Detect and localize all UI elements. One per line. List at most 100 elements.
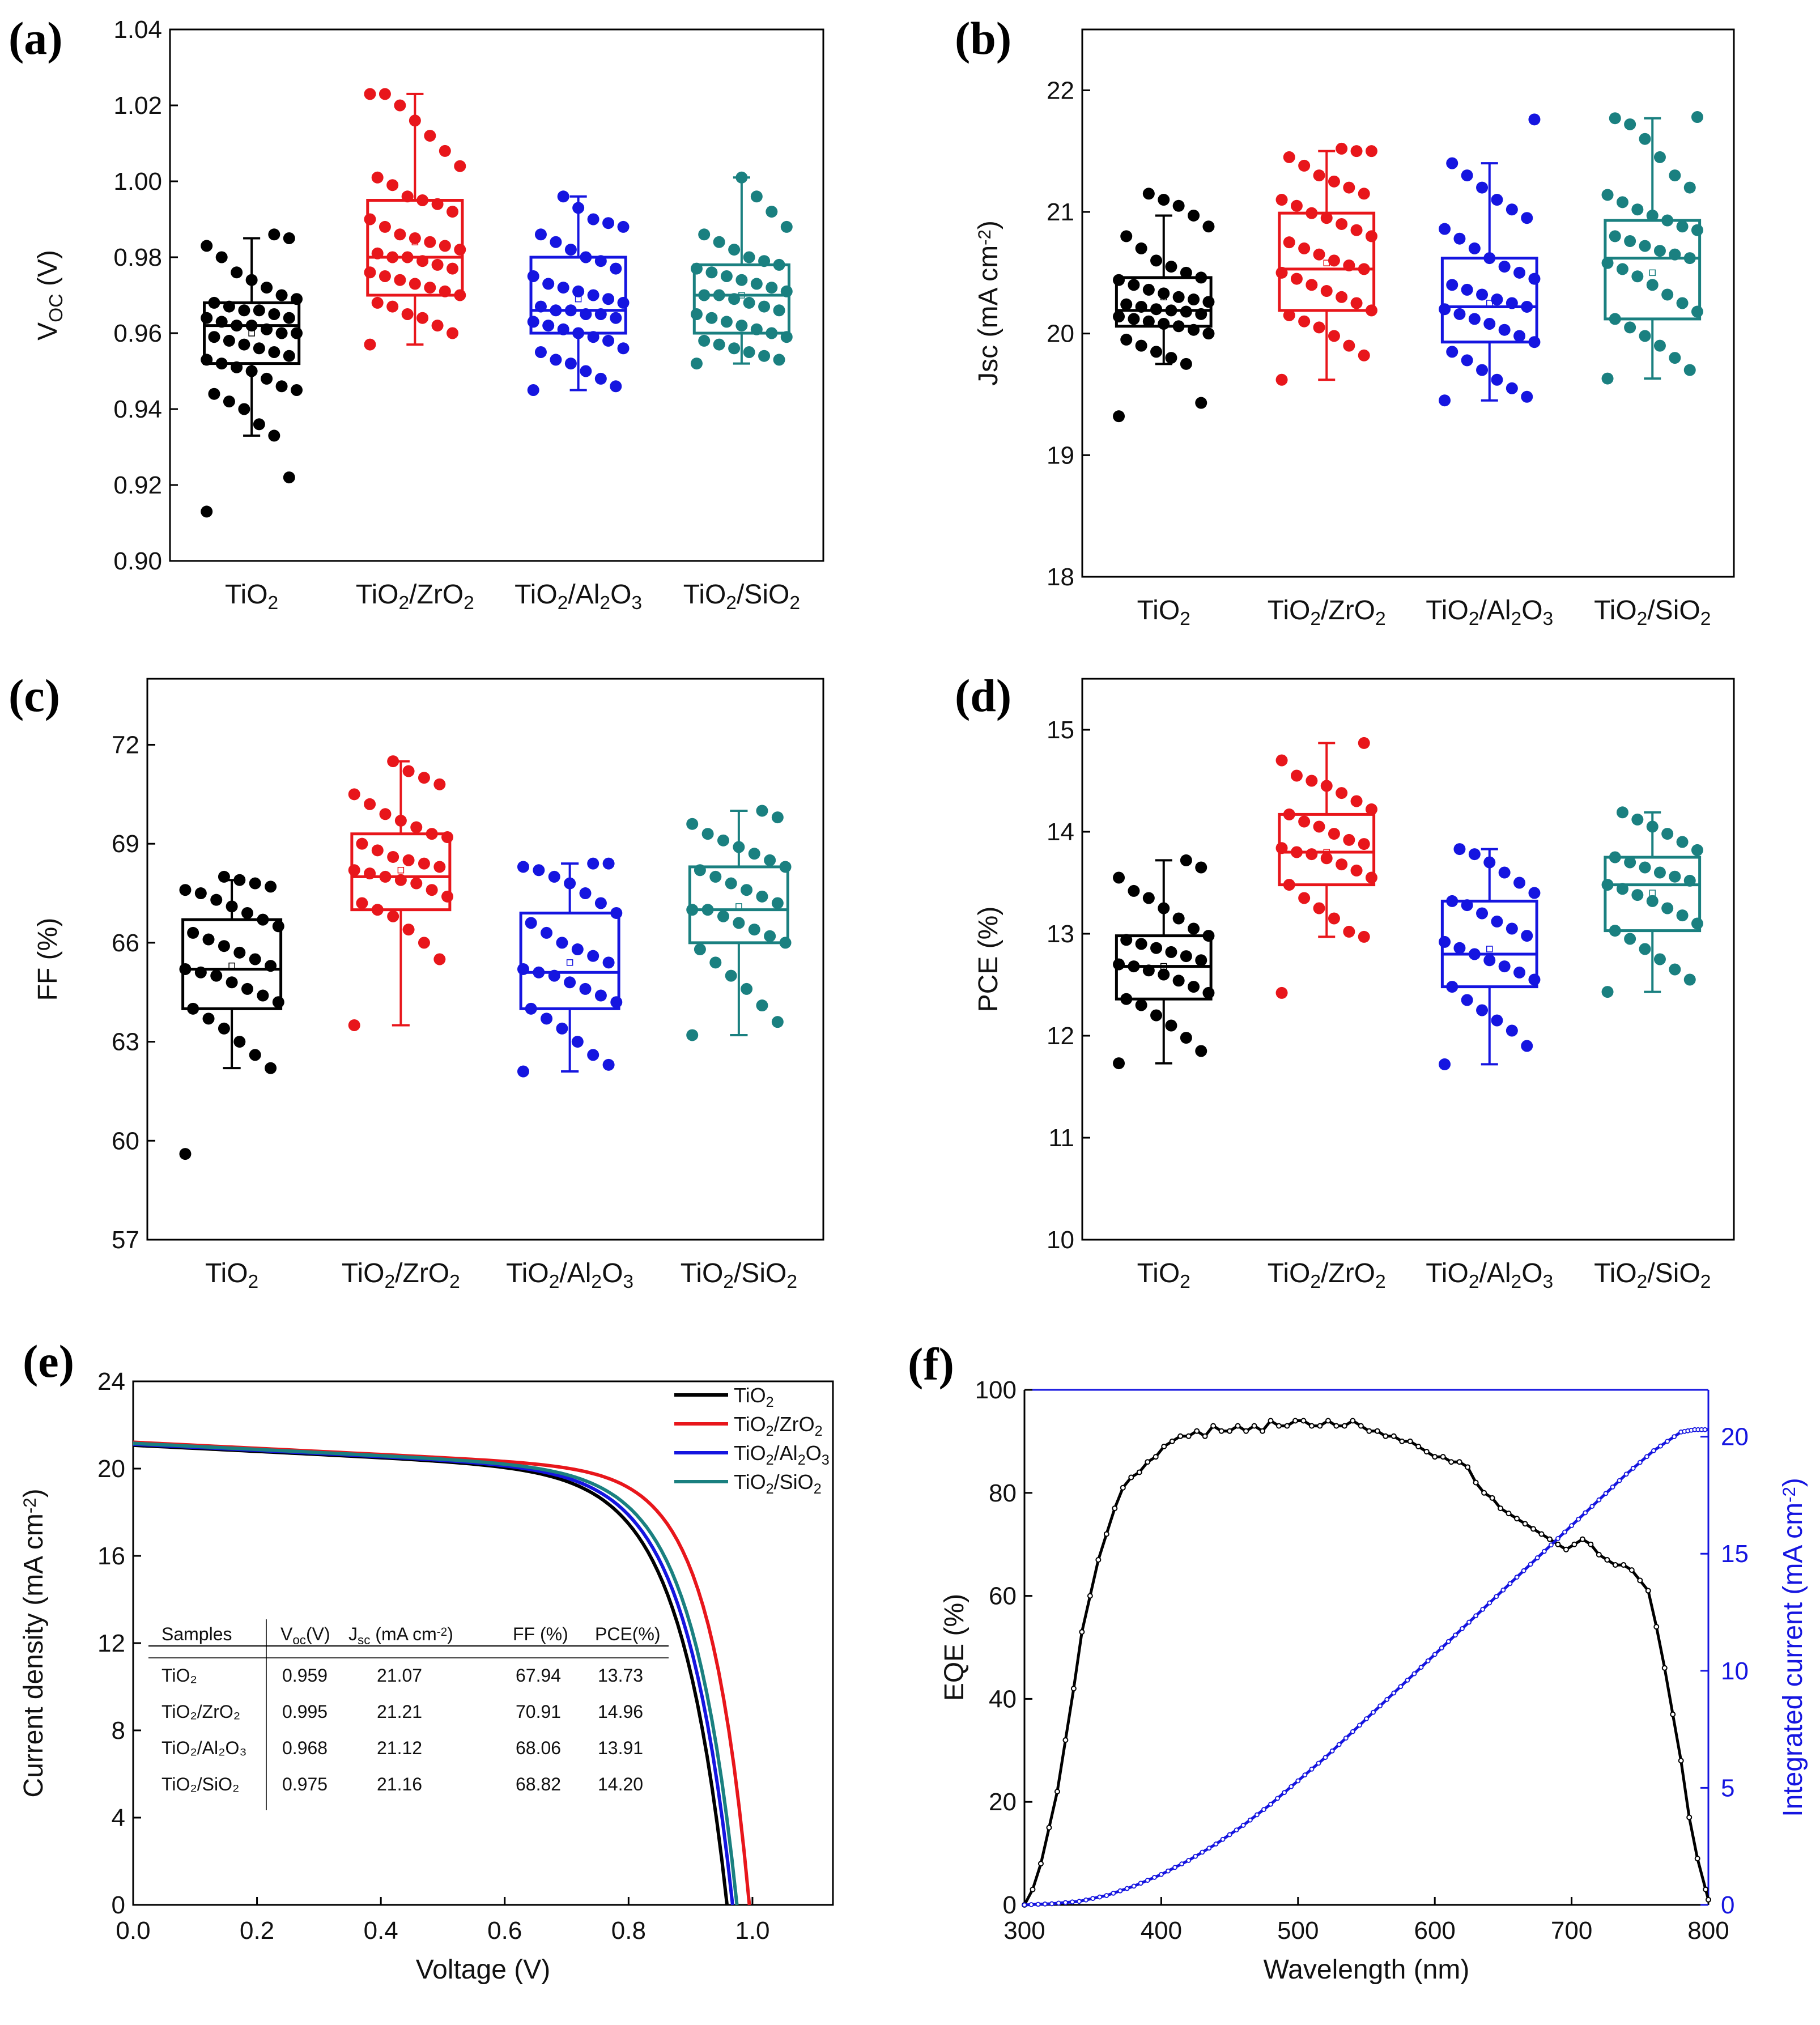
data-point bbox=[1669, 169, 1681, 182]
data-point bbox=[1298, 815, 1311, 828]
x-axis-label: Wavelength (nm) bbox=[1264, 1955, 1470, 1985]
data-point bbox=[594, 255, 607, 267]
data-point bbox=[1683, 252, 1696, 265]
panel-label: (a) bbox=[8, 12, 63, 64]
label-subscript: 3 bbox=[822, 1452, 830, 1468]
eqe-point bbox=[1161, 1443, 1167, 1449]
data-point bbox=[1275, 194, 1288, 206]
data-point bbox=[364, 798, 376, 810]
data-point bbox=[1320, 285, 1333, 297]
data-point bbox=[201, 354, 213, 366]
integrated-current-point bbox=[1555, 1535, 1560, 1541]
y-tick-label: 0 bbox=[1003, 1891, 1017, 1919]
y-tick-label: 0.90 bbox=[113, 547, 162, 575]
data-point bbox=[1350, 224, 1363, 236]
data-point bbox=[1275, 754, 1288, 767]
data-point bbox=[594, 989, 607, 1002]
data-point bbox=[249, 877, 261, 890]
data-point bbox=[557, 190, 569, 203]
data-point bbox=[1601, 189, 1614, 201]
data-point bbox=[610, 996, 623, 1009]
integrated-current-point bbox=[1534, 1555, 1540, 1560]
table-cell: 21.21 bbox=[377, 1701, 422, 1722]
eqe-point bbox=[1046, 1824, 1052, 1831]
data-point bbox=[454, 160, 466, 172]
category-label: TiO2 bbox=[205, 1258, 258, 1292]
integrated-current-point bbox=[1090, 1896, 1096, 1901]
table-cell: TiO₂ bbox=[161, 1665, 197, 1686]
box-mean bbox=[566, 959, 573, 966]
data-point bbox=[1365, 230, 1377, 243]
integrated-current-point bbox=[1384, 1697, 1390, 1702]
data-point bbox=[580, 251, 592, 263]
data-point bbox=[556, 1022, 568, 1035]
category-label: TiO2/Al2O3 bbox=[506, 1258, 633, 1292]
data-point bbox=[1172, 320, 1185, 333]
data-point bbox=[1491, 915, 1503, 928]
eqe-point bbox=[1415, 1443, 1422, 1449]
data-point bbox=[587, 213, 599, 226]
integrated-current-point bbox=[1254, 1812, 1260, 1818]
eqe-point bbox=[1350, 1418, 1356, 1424]
data-point bbox=[571, 943, 584, 956]
label-subscript: 2 bbox=[798, 1452, 806, 1468]
data-point bbox=[1113, 1057, 1125, 1070]
data-point bbox=[418, 772, 430, 784]
data-point bbox=[564, 304, 577, 317]
y-tick-label: 63 bbox=[112, 1028, 139, 1056]
box-mean bbox=[738, 292, 745, 299]
y-tick-label: 13 bbox=[1047, 920, 1074, 948]
data-point bbox=[1609, 851, 1621, 863]
y-tick-label: 1.02 bbox=[113, 92, 162, 120]
data-point bbox=[1609, 313, 1621, 325]
eqe-point bbox=[1653, 1624, 1660, 1630]
label-text: TiO bbox=[356, 580, 399, 610]
data-point bbox=[1521, 930, 1533, 942]
data-point bbox=[1358, 188, 1370, 200]
panel-label: (b) bbox=[955, 12, 1011, 64]
eqe-point bbox=[1481, 1490, 1487, 1496]
data-point bbox=[233, 946, 246, 959]
data-point bbox=[517, 861, 529, 873]
data-point bbox=[433, 953, 446, 965]
data-point bbox=[1172, 199, 1185, 212]
category-label: TiO2 bbox=[1137, 1258, 1190, 1292]
label-subscript: 2 bbox=[766, 1394, 774, 1410]
data-point bbox=[364, 266, 376, 279]
data-point bbox=[291, 327, 303, 339]
data-point bbox=[1446, 895, 1458, 907]
label-subscript: 2 bbox=[1375, 1271, 1386, 1292]
label-subscript: 2 bbox=[1469, 1271, 1479, 1292]
data-point bbox=[1135, 999, 1147, 1011]
data-point bbox=[709, 956, 722, 969]
eqe-point bbox=[1423, 1449, 1430, 1455]
integrated-current-point bbox=[1610, 1484, 1615, 1490]
y-axis-label: EQE (%) bbox=[939, 1594, 969, 1701]
integrated-current-point bbox=[1077, 1899, 1082, 1904]
data-point bbox=[587, 857, 599, 870]
data-point bbox=[580, 308, 592, 320]
data-point bbox=[215, 316, 228, 328]
data-point bbox=[226, 900, 238, 913]
data-point bbox=[283, 232, 295, 244]
label-subscript: 2 bbox=[1180, 1271, 1190, 1292]
data-point bbox=[1113, 871, 1125, 884]
data-point bbox=[548, 870, 560, 883]
label-text: O bbox=[1521, 595, 1542, 626]
data-point bbox=[1528, 336, 1541, 348]
data-point bbox=[594, 372, 607, 385]
data-point bbox=[1180, 1032, 1192, 1044]
box-group bbox=[1439, 113, 1541, 407]
data-point bbox=[1150, 942, 1163, 954]
y-tick-label: 0.96 bbox=[113, 320, 162, 347]
data-point bbox=[1142, 964, 1155, 977]
data-point bbox=[735, 320, 748, 332]
eqe-point bbox=[1292, 1418, 1298, 1424]
data-point bbox=[1446, 981, 1458, 993]
data-point bbox=[610, 262, 622, 275]
data-point bbox=[780, 285, 793, 297]
data-point bbox=[245, 365, 258, 377]
category-label: TiO2/ZrO2 bbox=[356, 580, 474, 614]
data-point bbox=[1195, 271, 1207, 284]
label-subscript: 3 bbox=[631, 593, 642, 614]
